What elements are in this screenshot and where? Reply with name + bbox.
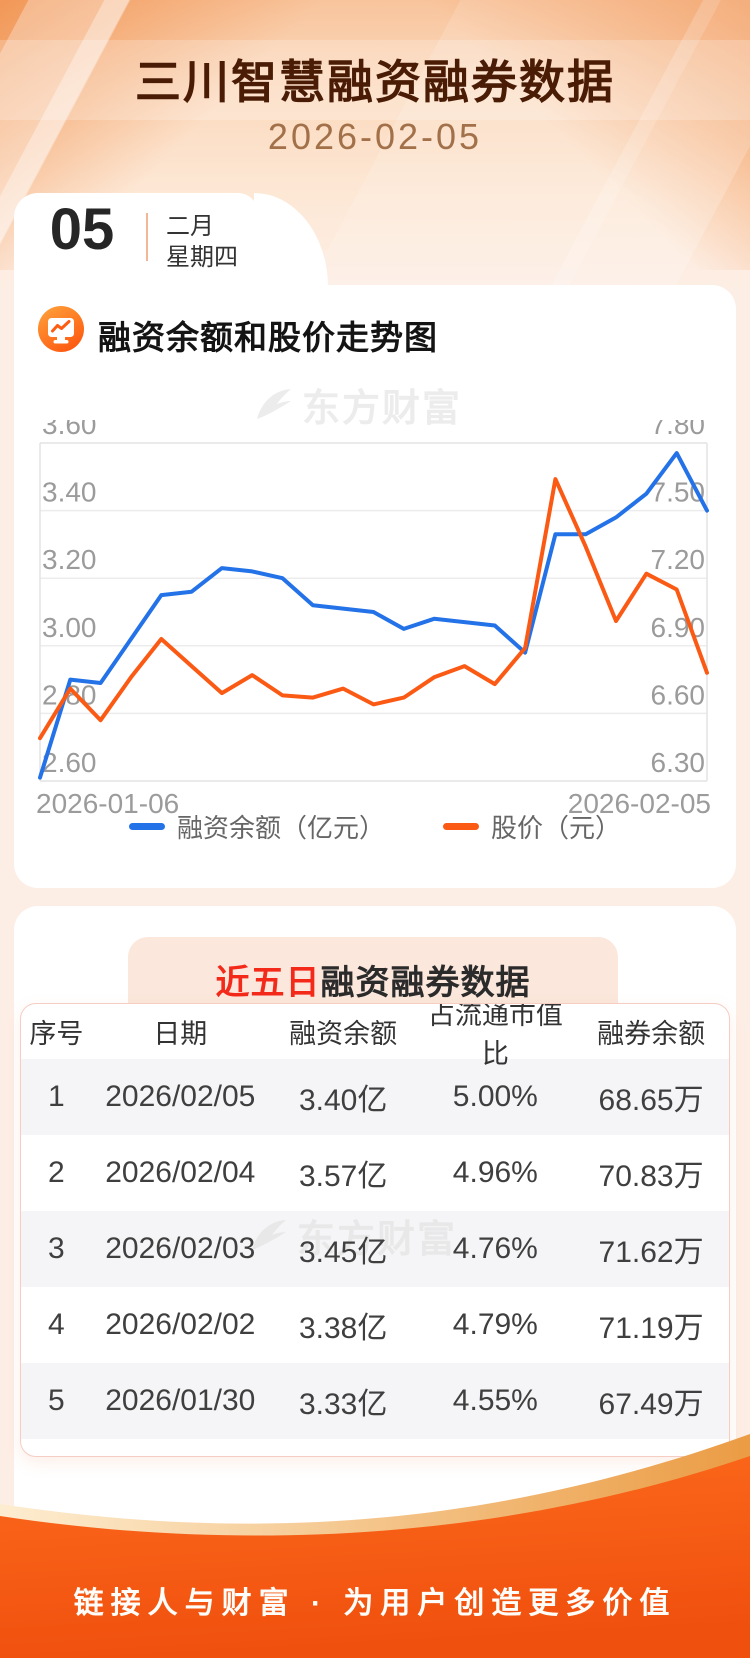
svg-text:3.40: 3.40: [42, 477, 97, 508]
svg-text:7.80: 7.80: [651, 420, 706, 440]
svg-text:3.60: 3.60: [42, 420, 97, 440]
table-cell: 2026/02/02: [105, 1308, 256, 1341]
month-label: 二月: [166, 213, 214, 240]
table-cell: 2026/01/30: [105, 1384, 256, 1417]
table-cell: 68.65万: [598, 1084, 704, 1117]
table-cell: 3.33亿: [298, 1388, 388, 1421]
svg-text:6.30: 6.30: [651, 747, 706, 778]
table-cell: 2026/02/03: [105, 1232, 256, 1265]
table-grid: 序号 日期 融资余额 占流通市值比 融券余额 1 2026/02/05 3.40亿 5.00%…: [21, 1004, 729, 1439]
table-cell: 4: [48, 1308, 65, 1341]
table-title-highlight: 近五日: [215, 964, 321, 1002]
row-stripe: [21, 1363, 729, 1439]
trend-chart: 3.60 7.803.40 7.503.20 7.203.00 6.902.80 6.60…: [36, 420, 711, 819]
table-cell: 2: [48, 1156, 65, 1189]
table-cell: 4.79%: [452, 1308, 538, 1341]
svg-text:6.60: 6.60: [651, 679, 706, 710]
table-body: 1 2026/02/05 3.40亿 5.00% 68.65万 2 2026/02/04 3.…: [21, 1059, 729, 1439]
svg-text:2026-01-06: 2026-01-06: [36, 788, 179, 819]
table-cell: 4.55%: [452, 1384, 538, 1417]
chart-card: 融资余额和股价走势图 东方财富 3.60 7.80 3.40 7.50 3.20 7.20…: [14, 285, 736, 888]
chart-monitor-icon: [38, 306, 84, 352]
table-section-title: 近五日融资融券数据: [128, 955, 618, 1004]
date-card-labels: 二月 星期四: [166, 211, 238, 273]
legend-label: 融资余额（亿元）: [176, 813, 385, 843]
table-cell: 4.76%: [452, 1232, 538, 1265]
legend-item-0: 融资余额（亿元）: [128, 808, 385, 845]
svg-text:3.00: 3.00: [42, 612, 97, 643]
legend-item-1: 股价（元）: [443, 808, 621, 845]
table-cell: 4.96%: [452, 1156, 538, 1189]
table-title-rest: 融资融券数据: [320, 964, 531, 1002]
chart-section-title: 融资余额和股价走势图: [98, 319, 438, 356]
table-cell: 3.57亿: [298, 1160, 388, 1193]
table-cell: 3: [48, 1232, 65, 1265]
svg-text:2026-02-05: 2026-02-05: [568, 788, 711, 819]
table-cell: 5: [48, 1384, 65, 1417]
legend-dash-icon: [443, 823, 479, 830]
table-row: 4 2026/02/02 3.38亿 4.79% 71.19万: [21, 1287, 729, 1363]
table-row: 2 2026/02/04 3.57亿 4.96% 70.83万: [21, 1135, 729, 1211]
row-stripe: [21, 1211, 729, 1287]
table-cell: 1: [48, 1080, 65, 1113]
row-stripe: [21, 1059, 729, 1135]
table-cell: 71.62万: [598, 1236, 704, 1269]
weekday-label: 星期四: [166, 244, 238, 271]
column-header: 融资余额: [289, 1019, 398, 1049]
day-number: 05: [49, 197, 115, 262]
date-card: 05 二月 星期四: [14, 193, 258, 287]
svg-text:3.20: 3.20: [42, 544, 97, 575]
watermark-logo-icon: [257, 388, 291, 419]
footer-slogan: 链接人与财富 · 为用户创造更多价值: [73, 1587, 677, 1620]
column-header: 序号: [29, 1019, 84, 1049]
table-cell: 3.40亿: [298, 1084, 388, 1117]
table-cell: 71.19万: [598, 1312, 704, 1345]
table-cell: 5.00%: [452, 1080, 538, 1113]
svg-text:2.60: 2.60: [42, 747, 97, 778]
table-cell: 67.49万: [598, 1388, 704, 1421]
svg-text:6.90: 6.90: [651, 612, 706, 643]
footer-orange-area: [0, 1456, 750, 1658]
column-header: 日期: [153, 1019, 208, 1049]
page-title: 三川智慧融资融券数据: [135, 56, 615, 108]
chart-legend: 融资余额（亿元） 股价（元）: [14, 808, 736, 845]
table-cell: 2026/02/04: [105, 1156, 256, 1189]
column-header: 占流通市值比: [427, 1003, 563, 1069]
legend-dash-icon: [128, 823, 165, 830]
svg-text:7.20: 7.20: [651, 544, 706, 575]
page-date: 2026-02-05: [267, 116, 483, 157]
table-row: 5 2026/01/30 3.33亿 4.55% 67.49万: [21, 1363, 729, 1439]
title-highlight-band: [0, 40, 750, 120]
legend-label: 股价（元）: [491, 813, 622, 843]
table-cell: 3.38亿: [298, 1312, 388, 1345]
table-cell: 2026/02/05: [105, 1080, 256, 1113]
table-row: 3 2026/02/03 3.45亿 4.76% 71.62万: [21, 1211, 729, 1287]
footer-wave: [0, 1434, 750, 1658]
table-row: 1 2026/02/05 3.40亿 5.00% 68.65万: [21, 1059, 729, 1135]
table-header-row: 序号 日期 融资余额 占流通市值比 融券余额: [21, 1004, 729, 1069]
header-corner-glow-right: [430, 0, 750, 270]
table-cell: 70.83万: [598, 1160, 704, 1193]
table-cell: 3.45亿: [298, 1236, 388, 1269]
table-sheet: 近五日融资融券数据 东方财富 序号 日期 融资余额 占流通市值比 融券余额 1 2026/…: [14, 906, 736, 1536]
date-card-divider: [146, 213, 148, 261]
column-header: 融券余额: [597, 1019, 706, 1049]
margin-data-table: 东方财富 序号 日期 融资余额 占流通市值比 融券余额 1 2026/02/05 3.40亿…: [20, 1003, 730, 1457]
table-row-stripes: [21, 1059, 729, 1439]
